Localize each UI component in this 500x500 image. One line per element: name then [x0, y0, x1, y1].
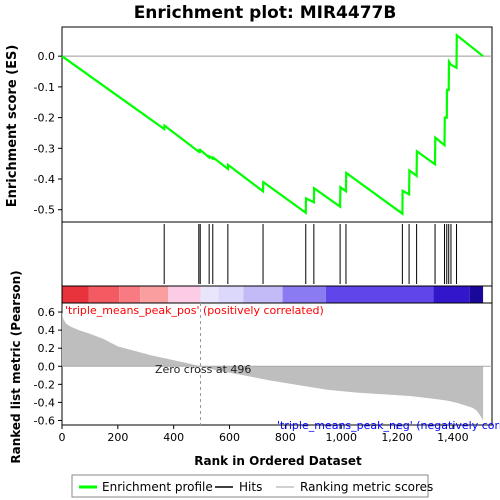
rank-xtick-label-2: 400 [163, 431, 184, 444]
legend-enrichment-label: Enrichment profile [102, 480, 213, 494]
rank-plot-frame [61, 302, 493, 426]
rank-ytick-label-6: -0.6 [34, 414, 55, 427]
zero-cross-label: Zero cross at 496 [155, 363, 251, 376]
rank-ytick-label-1: 0.4 [38, 324, 56, 337]
es-ytick-label-2: -0.2 [34, 112, 55, 125]
legend-ranking-label: Ranking metric scores [300, 480, 433, 494]
rank-xtick-label-6: 1,200 [381, 431, 413, 444]
rank-xtick-label-4: 800 [275, 431, 296, 444]
es-ytick-label-5: -0.5 [34, 204, 55, 217]
enrichment-profile-line [61, 33, 484, 216]
rank-xlabel: Rank in Ordered Dataset [194, 454, 362, 468]
pos-correlated-label: 'triple_means_peak_pos' (positively corr… [65, 304, 324, 317]
chart-title: Enrichment plot: MIR4477B [134, 3, 397, 23]
heatmap-segment-3 [140, 286, 169, 303]
rank-xtick-label-0: 0 [59, 431, 66, 444]
rank-ylabel: Ranked list metric (Pearson) [9, 270, 23, 463]
es-ytick-label-0: 0.0 [38, 50, 56, 63]
rank-ytick-label-0: 0.6 [38, 306, 56, 319]
heatmap-segment-2 [119, 286, 141, 303]
heatmap-segment-4 [168, 286, 201, 303]
heatmap-segment-11 [469, 286, 484, 303]
es-panel: 0.0 -0.1 -0.2 -0.3 -0.4 -0.5 [34, 26, 493, 223]
heatmap-segment-1 [88, 286, 120, 303]
es-ytick-label-3: -0.3 [34, 142, 55, 155]
legend-box [71, 474, 429, 498]
heatmap-segment-0 [62, 286, 89, 303]
heatmap-segment-9 [325, 286, 434, 303]
rank-ytick-label-4: -0.2 [34, 378, 55, 391]
heatmap-segment-8 [282, 286, 326, 303]
rank-ytick-label-5: -0.4 [34, 396, 55, 409]
heatmap-segment-10 [433, 286, 470, 303]
heatmap-segment-6 [218, 286, 244, 303]
rank-ytick-label-3: 0.0 [38, 360, 56, 373]
legend-hits-label: Hits [239, 480, 262, 494]
rank-xtick-label-7: 1,400 [437, 431, 469, 444]
neg-correlated-label: 'triple_means_peak_neg' (negatively corr… [277, 419, 500, 432]
rank-metric-panel: 0.6 0.4 0.2 0.0 -0.2 -0.4 -0.6 0 200 400 600 800 1,0… [34, 302, 500, 444]
hits-panel [61, 221, 493, 287]
heatmap-segment-5 [200, 286, 219, 303]
es-ylabel: Enrichment score (ES) [5, 45, 20, 208]
legend: Enrichment profile Hits Ranking metric s… [71, 474, 433, 498]
ranking-metric-area [62, 312, 484, 421]
hits-frame [61, 221, 493, 287]
rank-xtick-label-5: 1,000 [325, 431, 357, 444]
rank-ytick-label-2: 0.2 [38, 342, 56, 355]
es-ytick-label-4: -0.4 [34, 173, 55, 186]
rank-xtick-label-1: 200 [107, 431, 128, 444]
heatmap-segment-7 [243, 286, 283, 303]
rank-xtick-label-3: 600 [219, 431, 240, 444]
es-ytick-label-1: -0.1 [34, 81, 55, 94]
rank-heatmap-bar [61, 285, 493, 304]
es-plot-frame [61, 26, 493, 223]
